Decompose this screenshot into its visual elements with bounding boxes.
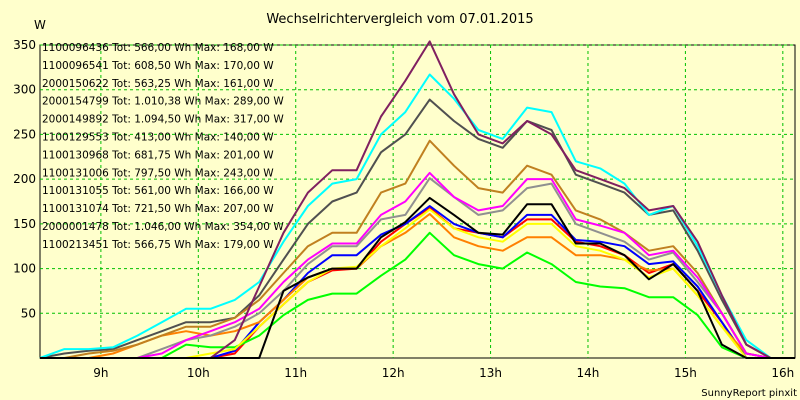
chart-title: Wechselrichtervergleich vom 07.01.2015 [266,12,533,27]
legend-entry: 1100131074 Tot: 721,50 Wh Max: 207,00 W [42,203,274,215]
legend: 1100096436 Tot: 566,00 Wh Max: 168,00 W 1… [42,42,284,251]
series-line-8 [40,139,795,359]
y-tick-label: 150 [13,217,36,231]
series-line-7 [40,177,795,359]
legend-entry: 2000001478 Tot: 1.046,00 Wh Max: 354,00 … [42,221,284,233]
y-tick-label: 50 [21,306,36,320]
legend-entry: 1100131055 Tot: 561,00 Wh Max: 166,00 W [42,185,274,197]
series-line-12 [40,196,795,359]
y-tick-label: 100 [13,262,36,276]
legend-entry: 1100096436 Tot: 566,00 Wh Max: 168,00 W [42,42,274,54]
series-lines [39,40,795,359]
series-line-6 [40,231,795,359]
legend-entry: 1100213451 Tot: 566,75 Wh Max: 179,00 W [42,239,274,251]
x-tick-label: 14h [577,366,600,380]
legend-entry: 2000149892 Tot: 1.094,50 Wh Max: 317,00 … [42,114,284,126]
y-axis-label: W [34,18,46,32]
x-tick-label: 10h [187,366,210,380]
legend-entry: 1100130968 Tot: 681,75 Wh Max: 201,00 W [42,149,274,161]
legend-entry: 1100129553 Tot: 413,00 Wh Max: 140,00 W [42,132,274,144]
y-axis-ticks: 50 100 150 200 250 300 350 [13,38,36,320]
x-tick-label: 12h [382,366,405,380]
legend-entry: 2000154799 Tot: 1.010,38 Wh Max: 289,00 … [42,96,284,108]
y-tick-label: 350 [13,38,36,52]
x-tick-label: 13h [479,366,502,380]
legend-entry: 1100096541 Tot: 608,50 Wh Max: 170,00 W [42,60,274,72]
x-tick-label: 15h [674,366,697,380]
x-axis-ticks: 9h 10h 11h 12h 13h 14h 15h 16h [93,366,794,380]
y-tick-label: 250 [13,127,36,141]
series-line-4 [39,98,795,359]
y-tick-label: 200 [13,172,36,186]
x-tick-label: 9h [93,366,108,380]
x-tick-label: 11h [284,366,307,380]
x-tick-label: 16h [771,366,794,380]
legend-entry: 1100131006 Tot: 797,50 Wh Max: 243,00 W [42,167,274,179]
footer-credit: SunnyReport pinxit [701,388,797,399]
series-line-10 [40,171,795,359]
y-tick-label: 300 [13,83,36,97]
plot-area [39,44,796,359]
legend-entry: 2000150622 Tot: 563,25 Wh Max: 161,00 W [42,78,274,90]
